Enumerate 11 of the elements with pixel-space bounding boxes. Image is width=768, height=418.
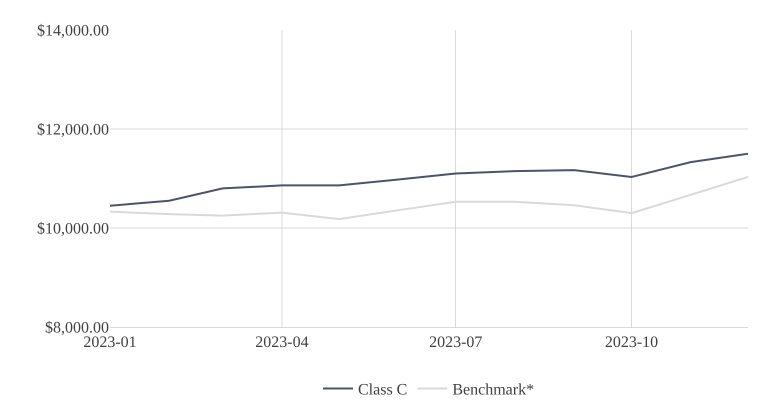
- x-tick-label: 2023-04: [255, 334, 309, 352]
- y-tick-label: $12,000.00: [37, 122, 109, 139]
- legend-label: Benchmark*: [452, 382, 534, 399]
- y-tick-label: $14,000.00: [37, 22, 109, 40]
- y-tick-label: $8,000.00: [45, 320, 109, 337]
- legend-label: Class C: [358, 382, 408, 399]
- x-tick-label: 2023-01: [83, 334, 137, 352]
- x-tick-label: 2023-10: [604, 334, 658, 352]
- y-tick-label: $10,000.00: [37, 220, 109, 238]
- x-tick-label: 2023-07: [429, 334, 482, 352]
- line-series: [110, 152, 748, 207]
